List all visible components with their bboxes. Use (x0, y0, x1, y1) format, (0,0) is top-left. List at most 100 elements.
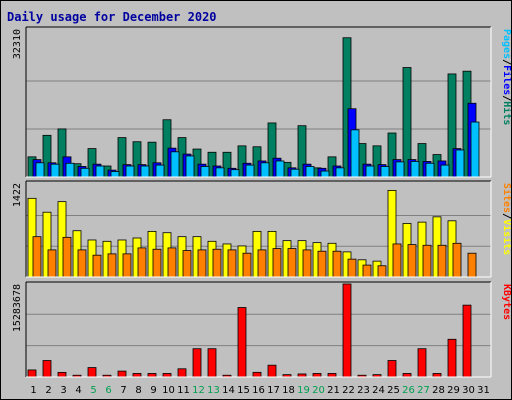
bar-pages-7 (125, 165, 135, 178)
bar-sites-10 (167, 247, 177, 278)
bar-sites-25 (392, 243, 402, 278)
bar-sites-22 (347, 258, 357, 278)
x-tick-label-11: 11 (177, 385, 190, 396)
x-tick-label-24: 24 (372, 385, 385, 396)
x-tick-label-29: 29 (447, 385, 460, 396)
x-tick-label-20: 20 (312, 385, 325, 396)
x-tick-label-26: 26 (402, 385, 415, 396)
axis-label-part-2: Visits (501, 219, 511, 255)
bar-sites-12 (197, 249, 207, 278)
bar-sites-23 (362, 264, 372, 278)
x-tick-label-14: 14 (222, 385, 235, 396)
bar-kbytes-28 (432, 373, 442, 378)
bar-pages-2 (50, 163, 60, 178)
bar-kbytes-26 (402, 373, 412, 378)
x-tick-label-3: 3 (60, 385, 66, 396)
axis-label-visits-sites: Sites/Visits (501, 183, 511, 255)
bar-pages-20 (320, 170, 330, 178)
bar-kbytes-30 (462, 304, 472, 378)
bar-sites-29 (452, 242, 462, 278)
axis-label-kbytes: KBytes (501, 284, 511, 320)
bar-pages-6 (110, 171, 120, 178)
bar-pages-14 (230, 169, 240, 178)
bar-pages-12 (200, 166, 210, 178)
bar-sites-28 (437, 244, 447, 278)
bar-sites-17 (272, 248, 282, 278)
x-tick-label-2: 2 (45, 385, 51, 396)
axis-label-part-0: KBytes (501, 284, 511, 320)
x-tick-label-18: 18 (282, 385, 295, 396)
bar-kbytes-22 (342, 283, 352, 378)
bar-kbytes-9 (147, 373, 157, 378)
bar-sites-24 (377, 265, 387, 278)
x-tick-label-31: 31 (477, 385, 490, 396)
bar-sites-4 (77, 249, 87, 278)
bar-pages-26 (410, 161, 420, 178)
bar-kbytes-29 (447, 338, 457, 378)
bar-sites-18 (287, 248, 297, 278)
axis-label-part-4: Hits (501, 101, 511, 125)
bar-pages-15 (245, 164, 255, 178)
bar-pages-29 (455, 149, 465, 178)
bar-kbytes-25 (387, 360, 397, 378)
bar-kbytes-5 (87, 367, 97, 378)
bar-sites-3 (62, 236, 72, 278)
x-tick-label-13: 13 (207, 385, 220, 396)
bar-pages-30 (470, 121, 480, 178)
axis-label-hits-files-pages: Pages/Files/Hits (501, 29, 511, 125)
bar-pages-27 (425, 162, 435, 178)
bar-pages-11 (185, 155, 195, 178)
bar-sites-14 (227, 249, 237, 278)
bar-kbytes-16 (252, 371, 262, 378)
bar-sites-27 (422, 244, 432, 278)
bar-sites-26 (407, 244, 417, 278)
axis-label-part-0: Sites (501, 183, 511, 213)
axis-label-part-0: Pages (501, 29, 511, 59)
bar-pages-22 (350, 129, 360, 178)
x-tick-label-28: 28 (432, 385, 445, 396)
x-tick-label-7: 7 (120, 385, 126, 396)
bar-kbytes-13 (207, 348, 217, 378)
x-tick-label-1: 1 (30, 385, 36, 396)
bar-kbytes-11 (177, 368, 187, 378)
bar-pages-23 (365, 165, 375, 178)
bar-kbytes-10 (162, 373, 172, 378)
bar-kbytes-15 (237, 307, 247, 378)
bar-kbytes-12 (192, 348, 202, 378)
bar-kbytes-3 (57, 371, 67, 378)
bar-pages-25 (395, 161, 405, 178)
x-tick-label-30: 30 (462, 385, 475, 396)
bar-pages-17 (275, 160, 285, 178)
bar-pages-13 (215, 167, 225, 178)
axis-label-part-1: / (501, 59, 511, 65)
bar-sites-8 (137, 247, 147, 278)
bar-sites-6 (107, 253, 117, 278)
bar-sites-15 (242, 252, 252, 278)
bar-pages-19 (305, 166, 315, 178)
bar-kbytes-17 (267, 364, 277, 378)
bar-pages-28 (440, 164, 450, 178)
bar-kbytes-27 (417, 348, 427, 378)
bar-pages-8 (140, 165, 150, 178)
bar-kbytes-2 (42, 360, 52, 378)
bar-pages-10 (170, 151, 180, 178)
bar-kbytes-1 (27, 369, 37, 378)
bar-kbytes-7 (117, 370, 127, 378)
bar-sites-30 (467, 252, 477, 278)
bar-pages-24 (380, 166, 390, 178)
ymax-label-hits-files-pages: 32310 (12, 29, 23, 59)
x-tick-label-23: 23 (357, 385, 370, 396)
bar-pages-3 (65, 162, 75, 178)
bar-sites-20 (317, 250, 327, 278)
bar-kbytes-20 (312, 373, 322, 378)
bar-sites-5 (92, 254, 102, 278)
ymax-label-visits-sites: 1422 (12, 183, 23, 207)
bar-pages-21 (335, 167, 345, 178)
x-tick-label-6: 6 (105, 385, 111, 396)
bar-sites-13 (212, 248, 222, 278)
bar-pages-16 (260, 162, 270, 178)
x-tick-label-17: 17 (267, 385, 280, 396)
bar-kbytes-8 (132, 373, 142, 378)
